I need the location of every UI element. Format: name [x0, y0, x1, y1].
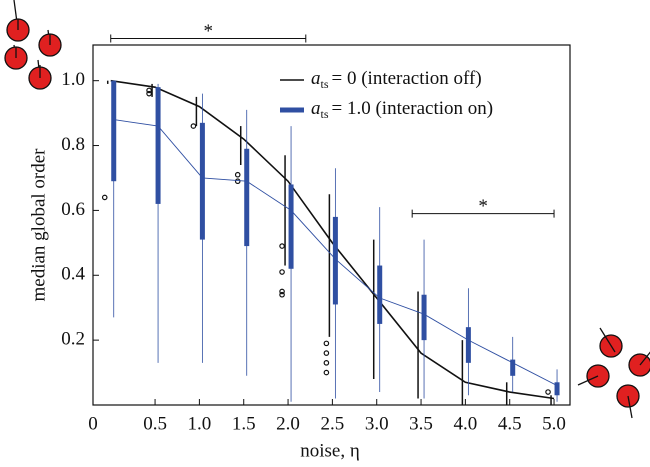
significance-bracket [411, 209, 555, 218]
legend-text: = 1.0 (interaction on) [332, 98, 494, 119]
x-tick-label: 5.0 [542, 413, 566, 434]
x-tick-label: 2.5 [321, 413, 345, 434]
x-axis-label: noise, η [300, 440, 360, 461]
outlier [323, 340, 330, 347]
median-line [113, 119, 558, 386]
plot-frame [92, 44, 571, 406]
significance-star: * [478, 196, 488, 217]
outlier [101, 194, 108, 201]
y-tick-label: 0.4 [61, 264, 85, 285]
box [155, 87, 161, 204]
outlier [323, 350, 330, 356]
box [111, 80, 117, 182]
outlier [279, 243, 285, 249]
box [332, 216, 338, 305]
box [244, 148, 250, 247]
x-tick-label: 4.0 [454, 413, 478, 434]
legend-label: ats = 0 (interaction off) [311, 68, 482, 90]
box [465, 327, 471, 363]
outlier [545, 389, 551, 395]
legend-subscript: ts [321, 77, 329, 91]
y-tick-label: 0.6 [61, 199, 85, 220]
y-tick-label: 1.0 [61, 69, 85, 90]
significance-star: * [204, 21, 214, 42]
legend-text: = 0 (interaction off) [332, 68, 482, 89]
box [510, 359, 516, 376]
icon-ordered [4, 0, 62, 90]
box [288, 184, 294, 269]
icon-disordered [577, 327, 650, 419]
outlier [279, 288, 285, 295]
outlier [279, 291, 285, 298]
box [421, 294, 427, 341]
significance-bracket [110, 34, 307, 43]
median-line [110, 79, 555, 400]
outlier [146, 90, 152, 97]
outlier [234, 178, 241, 185]
y-tick-label: 0.2 [61, 328, 85, 349]
x-tick-label: 1.0 [188, 413, 212, 434]
legend-symbol: a [311, 98, 321, 119]
x-tick-label: 1.5 [232, 413, 256, 434]
outlier [323, 369, 330, 376]
y-axis-label: median global order [28, 148, 49, 302]
box [554, 382, 560, 396]
outlier [190, 123, 197, 129]
x-tick-label: 3.0 [365, 413, 389, 434]
x-tick-label: 0.5 [143, 413, 167, 434]
legend-label: ats = 1.0 (interaction on) [311, 98, 493, 120]
x-tick-label: 4.5 [498, 413, 522, 434]
outlier [146, 87, 152, 94]
x-tick-label: 2.0 [276, 413, 300, 434]
outlier [323, 360, 330, 366]
legend-symbol: a [311, 68, 321, 89]
x-tick-label: 3.5 [409, 413, 433, 434]
legend-subscript: ts [321, 107, 329, 121]
origin-label: 0 [88, 413, 98, 434]
y-tick-label: 0.8 [61, 134, 85, 155]
outlier [234, 171, 241, 178]
box [199, 122, 205, 240]
outlier [279, 269, 285, 275]
box [377, 265, 383, 324]
